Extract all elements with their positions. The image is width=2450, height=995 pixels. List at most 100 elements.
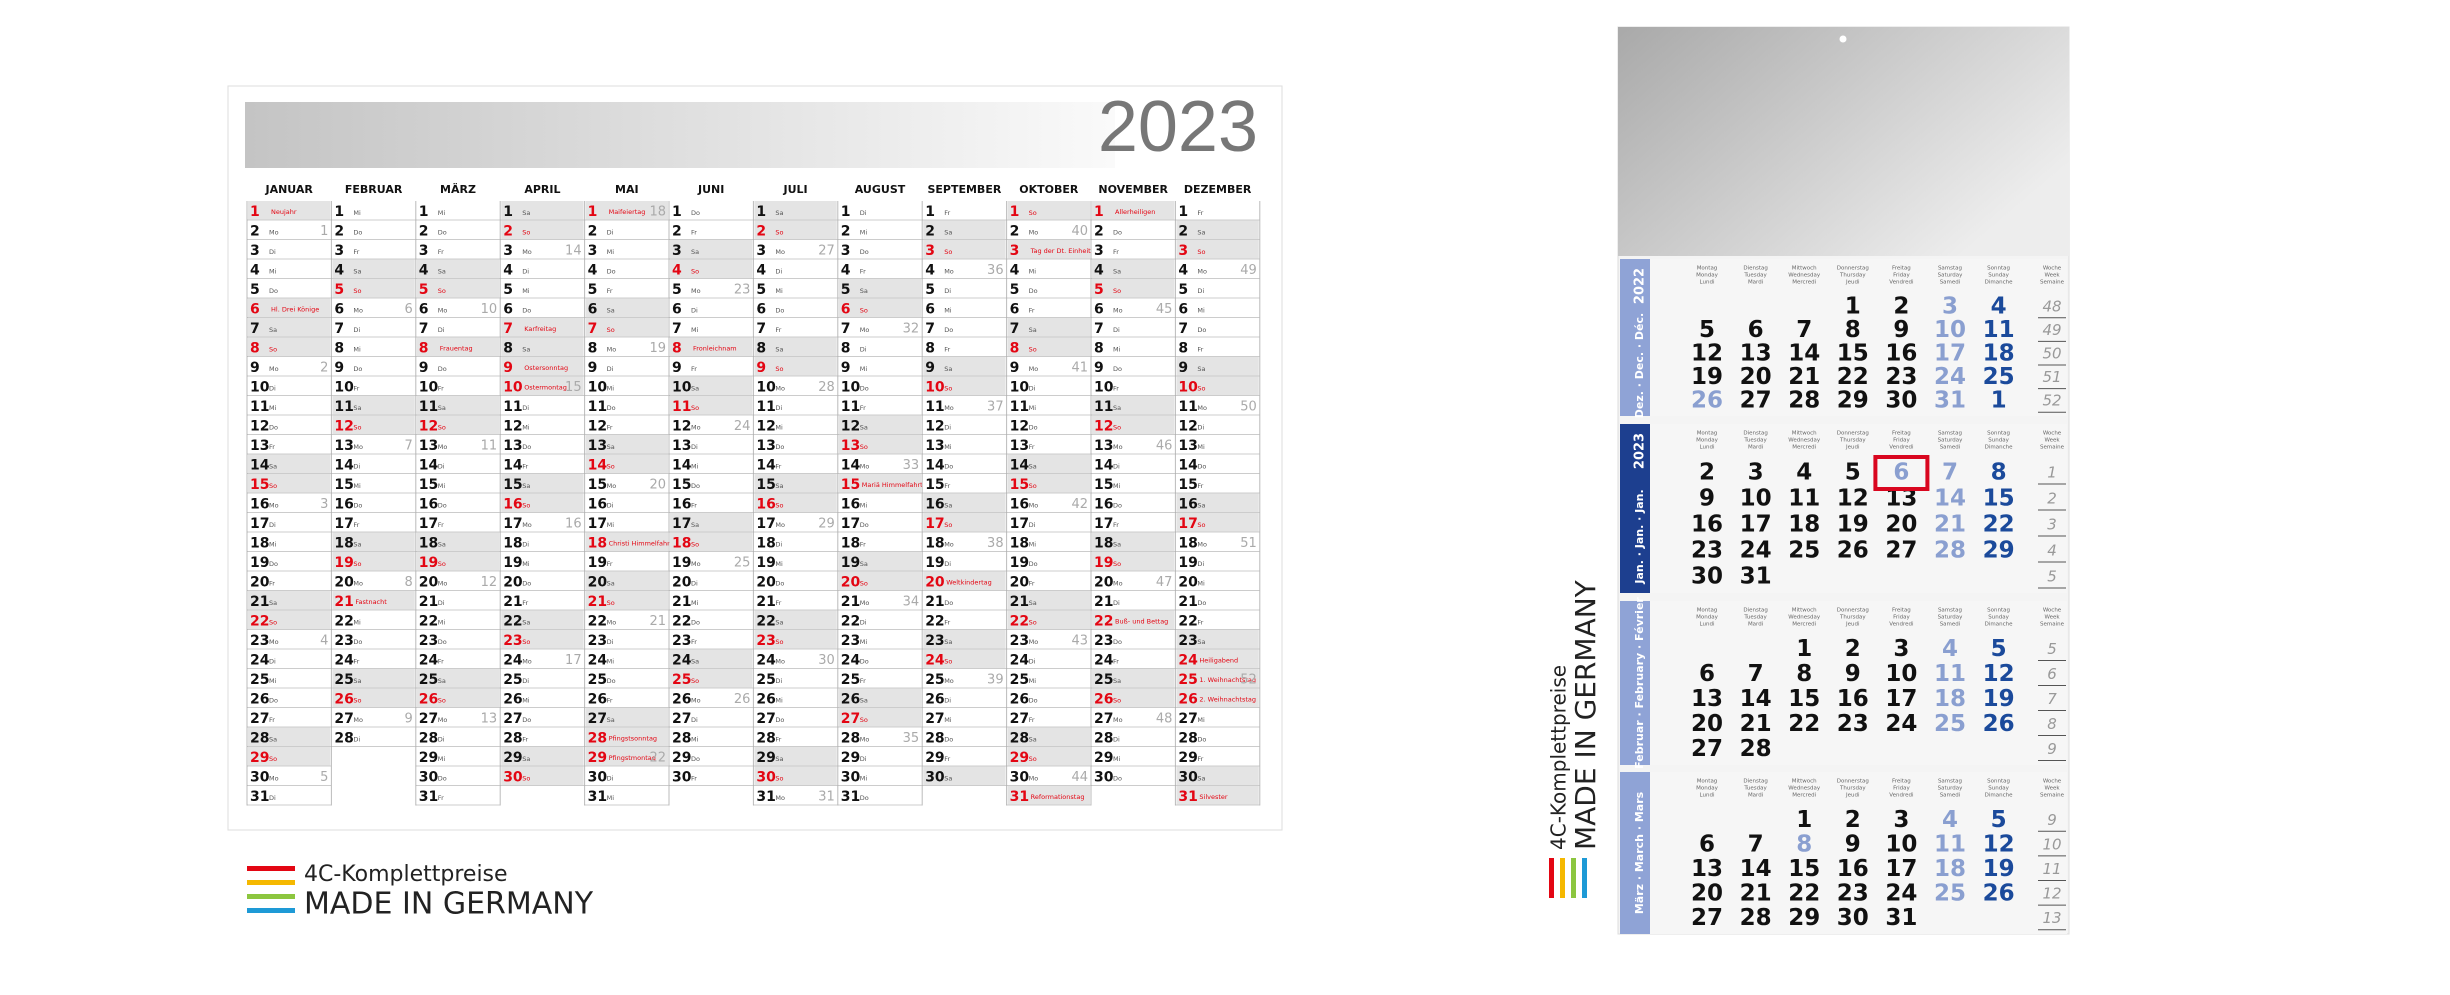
weekday: Mo xyxy=(860,599,870,607)
weekday: So xyxy=(522,501,530,509)
day-number: 11 xyxy=(1934,831,1966,857)
weekday: Mo xyxy=(607,482,617,490)
weekday: Mi xyxy=(860,365,868,373)
week-number: 11 xyxy=(2042,860,2061,878)
weekday: Sa xyxy=(944,774,952,782)
day-number: 14 xyxy=(841,457,861,473)
weekday: Mo xyxy=(353,716,363,724)
day-number: 24 xyxy=(672,652,692,668)
day-number: 21 xyxy=(1178,594,1197,610)
weekday: Di xyxy=(438,326,445,334)
weekday: So xyxy=(860,443,868,451)
week-number: 10 xyxy=(481,302,498,317)
day-shade xyxy=(501,220,584,239)
week-number: 25 xyxy=(734,555,751,570)
day-number: 8 xyxy=(588,340,598,356)
weekday: Sa xyxy=(269,462,277,470)
day-number: 6 xyxy=(756,301,766,317)
day-number: 19 xyxy=(756,555,775,571)
day-number: 12 xyxy=(334,418,353,434)
day-number: 23 xyxy=(250,633,269,649)
day-number: 26 xyxy=(756,691,775,707)
day-number: 2 xyxy=(1893,293,1909,319)
day-shade xyxy=(1007,610,1090,629)
day-shade xyxy=(923,649,1006,668)
weekday-header: Dimanche xyxy=(1985,793,2013,799)
weekday: So xyxy=(691,404,699,412)
weekday: So xyxy=(438,560,446,568)
day-shade xyxy=(1176,649,1259,668)
weekday: Sa xyxy=(438,540,446,548)
day-number: 3 xyxy=(925,243,935,259)
weekday: Di xyxy=(269,794,276,802)
weekday: Di xyxy=(1197,423,1204,431)
block-bg xyxy=(1620,772,2067,934)
weekday-header: Mercredi xyxy=(1792,622,1816,628)
stripe xyxy=(1571,858,1576,898)
weekday: Fr xyxy=(860,404,866,412)
day-number: 27 xyxy=(841,711,860,727)
weekday-header: Tuesday xyxy=(1743,786,1767,792)
day-number: 2 xyxy=(841,223,851,239)
month-name: JUNI xyxy=(697,183,724,196)
weekday: So xyxy=(775,501,783,509)
day-shade xyxy=(416,415,500,434)
weekday: Do xyxy=(353,638,362,646)
day-number: 17 xyxy=(503,516,522,532)
weekday: So xyxy=(269,618,277,626)
weekday-header: Freitag xyxy=(1892,779,1911,785)
day-number: 13 xyxy=(756,438,775,454)
day-number: 3 xyxy=(1094,243,1104,259)
day-shade xyxy=(585,591,668,610)
weekday-header: Sunday xyxy=(1988,273,2009,279)
day-number: 17 xyxy=(841,516,860,532)
week-number: 16 xyxy=(565,516,582,531)
day-number: 16 xyxy=(1691,512,1723,538)
week-number: 17 xyxy=(565,653,582,668)
weekday: So xyxy=(860,579,868,587)
weekday: Di xyxy=(438,735,445,743)
day-number: 28 xyxy=(250,730,269,746)
weekday-header: Woche xyxy=(2043,266,2062,272)
day-number: 26 xyxy=(1010,691,1029,707)
day-shade xyxy=(670,376,753,395)
weekday: Fr xyxy=(607,287,613,295)
day-number: 15 xyxy=(756,477,775,493)
day-number: 29 xyxy=(503,750,522,766)
day-number: 22 xyxy=(1788,711,1820,737)
weekday: Sa xyxy=(691,657,699,665)
holiday-label: Pfingstsonntag xyxy=(609,734,657,742)
day-number: 7 xyxy=(1796,317,1812,343)
day-shade xyxy=(332,279,415,298)
weekday-header: Mittwoch xyxy=(1792,431,1817,437)
day-shade xyxy=(1092,201,1175,220)
day-number: 26 xyxy=(1983,711,2015,737)
day-number: 8 xyxy=(1010,340,1020,356)
day-number: 9 xyxy=(250,360,260,376)
day-number: 8 xyxy=(925,340,935,356)
weekday: Fr xyxy=(691,228,697,236)
day-number: 14 xyxy=(1094,457,1114,473)
day-shade xyxy=(1092,688,1175,707)
weekday-header: Donnerstag xyxy=(1837,608,1869,614)
day-number: 15 xyxy=(925,477,944,493)
day-shade xyxy=(1176,220,1259,239)
weekday: So xyxy=(269,755,277,763)
block-sidebar xyxy=(1620,601,1650,765)
day-shade xyxy=(923,357,1006,376)
weekday-header: Donnerstag xyxy=(1837,779,1869,785)
day-shade xyxy=(1007,747,1090,766)
weekday: Mo xyxy=(944,540,954,548)
day-shade xyxy=(332,669,415,688)
day-number: 13 xyxy=(1740,341,1772,367)
day-shade xyxy=(670,337,753,356)
weekday: Do xyxy=(944,599,953,607)
day-number: 2 xyxy=(1845,807,1861,833)
weekday-header: Jeudi xyxy=(1845,280,1860,286)
weekday: Di xyxy=(1029,521,1036,529)
weekday: So xyxy=(1197,248,1205,256)
day-shade xyxy=(585,747,668,766)
weekday: Fr xyxy=(607,560,613,568)
day-number: 25 xyxy=(1934,711,1966,737)
month-name: NOVEMBER xyxy=(1098,183,1168,196)
